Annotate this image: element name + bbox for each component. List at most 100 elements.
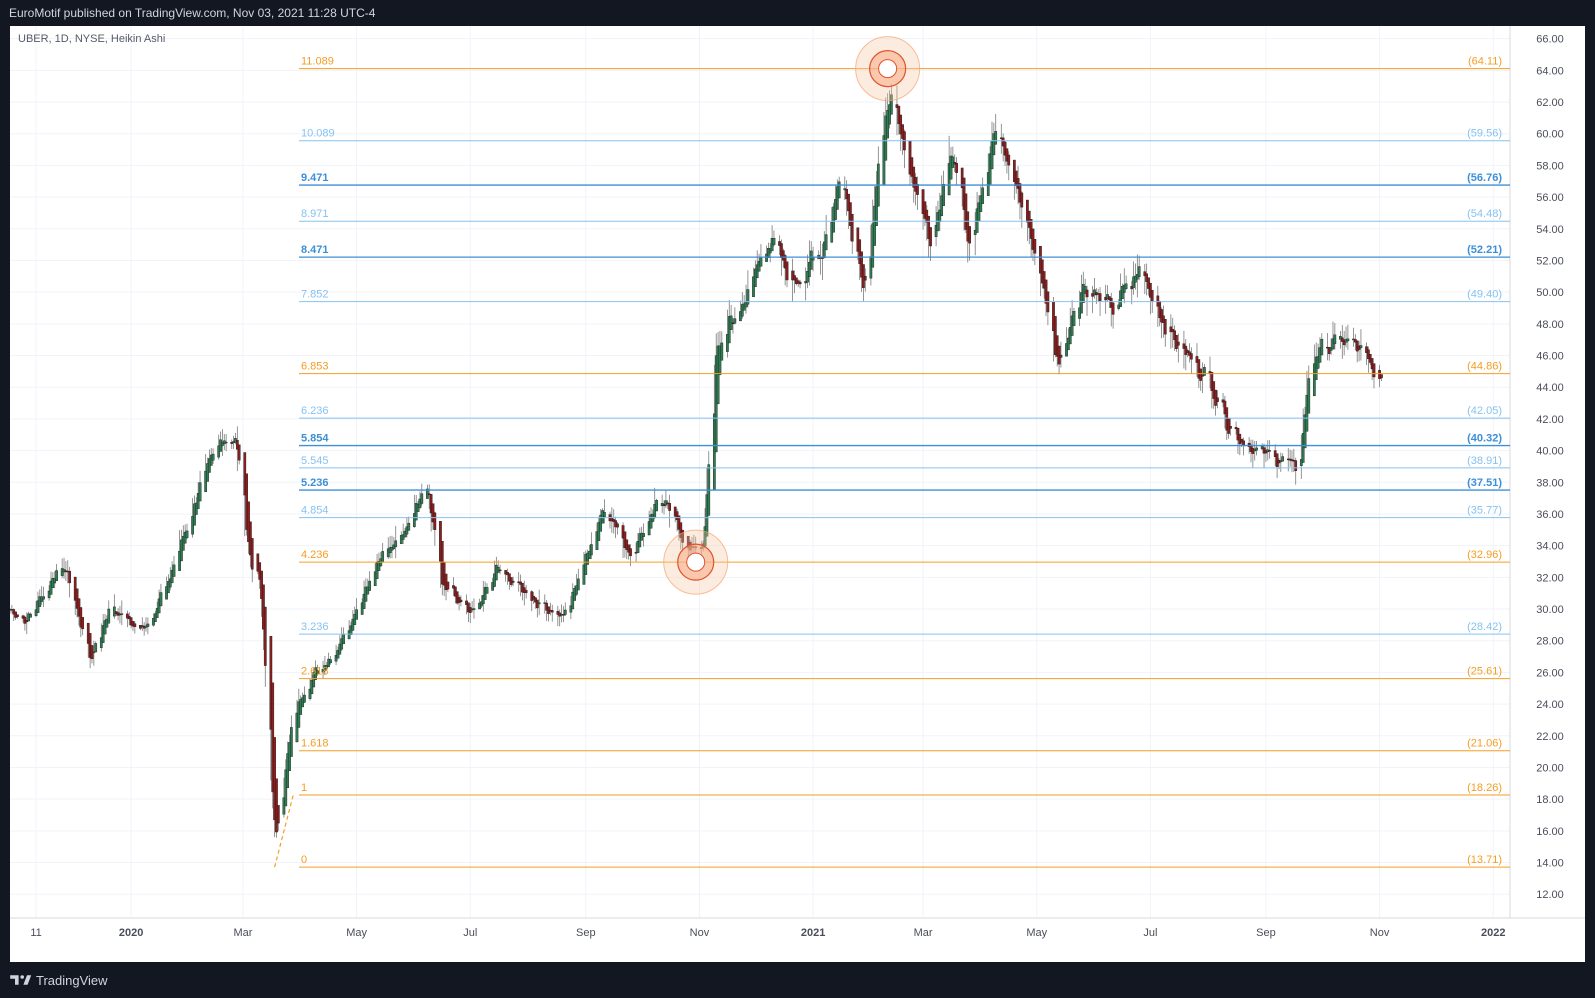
candle-body bbox=[342, 633, 345, 645]
candle-body bbox=[1268, 450, 1271, 452]
highlight-circle-center bbox=[686, 552, 706, 572]
candle-body bbox=[29, 613, 32, 618]
candle-body bbox=[1137, 266, 1141, 277]
candle-body bbox=[1203, 367, 1206, 376]
candle-body bbox=[485, 587, 489, 594]
fib-price-label: (38.91) bbox=[1467, 455, 1502, 467]
candle-body bbox=[211, 453, 215, 461]
fib-ratio-label: 11.089 bbox=[301, 56, 334, 68]
time-tick-label: Nov bbox=[690, 927, 710, 939]
candle-body bbox=[420, 493, 424, 504]
candle-body bbox=[16, 614, 19, 617]
candle-body bbox=[1372, 363, 1376, 378]
candle-body bbox=[198, 482, 202, 502]
candle-body bbox=[1111, 302, 1115, 315]
candle-body bbox=[1294, 460, 1298, 471]
time-tick-label: Mar bbox=[233, 927, 252, 939]
price-tick-label: 32.00 bbox=[1536, 572, 1564, 584]
candle-body bbox=[1059, 354, 1063, 358]
candle-body bbox=[563, 609, 567, 615]
price-chart[interactable]: 66.00 64.00 62.00 60.00 58.00 56.00 54.00 52.00… bbox=[10, 26, 1585, 962]
fib-ratio-label: 9.471 bbox=[301, 172, 329, 184]
time-tick-label: May bbox=[346, 927, 367, 939]
candle-body bbox=[1229, 426, 1232, 429]
candle-body bbox=[276, 805, 280, 824]
candle-body bbox=[1176, 341, 1180, 346]
price-tick-label: 14.00 bbox=[1536, 858, 1564, 870]
fib-price-label: (28.42) bbox=[1467, 621, 1502, 633]
fib-price-label: (52.21) bbox=[1467, 244, 1502, 256]
candle-body bbox=[1190, 353, 1193, 360]
candle-body bbox=[968, 226, 971, 244]
candle-body bbox=[1281, 456, 1285, 462]
price-tick-label: 26.00 bbox=[1536, 667, 1564, 679]
fib-price-label: (35.77) bbox=[1467, 505, 1502, 517]
time-tick-label: 2020 bbox=[119, 927, 143, 939]
time-tick-label: May bbox=[1026, 927, 1047, 939]
fib-price-label: (21.06) bbox=[1467, 738, 1502, 750]
price-tick-label: 40.00 bbox=[1536, 446, 1564, 458]
candle-body bbox=[837, 181, 841, 199]
tradingview-logo-icon bbox=[10, 975, 32, 985]
fib-price-label: (25.61) bbox=[1467, 666, 1502, 678]
price-tick-label: 54.00 bbox=[1536, 224, 1564, 236]
fib-ratio-label: 5.854 bbox=[301, 433, 329, 445]
fib-ratio-label: 2.618 bbox=[301, 666, 329, 678]
candle-body bbox=[576, 578, 580, 591]
candle-body bbox=[146, 623, 150, 627]
price-tick-label: 60.00 bbox=[1536, 129, 1564, 141]
candle-body bbox=[929, 227, 932, 247]
time-tick-label: Sep bbox=[1256, 927, 1276, 939]
candle-body bbox=[916, 184, 919, 195]
time-tick-label: Jul bbox=[463, 927, 477, 939]
candle-body bbox=[537, 602, 541, 605]
fib-price-label: (56.76) bbox=[1467, 172, 1502, 184]
price-tick-label: 28.00 bbox=[1536, 636, 1564, 648]
candle-body bbox=[824, 234, 828, 251]
candle-body bbox=[1033, 239, 1037, 254]
candle-body bbox=[368, 580, 371, 591]
candle-body bbox=[590, 544, 593, 556]
price-tick-label: 44.00 bbox=[1536, 382, 1564, 394]
fib-ratio-label: 0 bbox=[301, 854, 307, 866]
price-tick-label: 20.00 bbox=[1536, 762, 1564, 774]
candle-body bbox=[1124, 283, 1128, 289]
fib-ratio-label: 1.618 bbox=[301, 738, 329, 750]
candle-body bbox=[498, 569, 502, 572]
price-tick-label: 56.00 bbox=[1536, 192, 1564, 204]
highlight-circle-center bbox=[878, 59, 898, 79]
candle-body bbox=[681, 529, 685, 543]
candle-body bbox=[733, 318, 737, 324]
candle-body bbox=[94, 643, 98, 653]
candle-body bbox=[772, 238, 776, 245]
fib-ratio-label: 5.236 bbox=[301, 477, 329, 489]
candle-body bbox=[955, 163, 958, 173]
candle-body bbox=[303, 694, 306, 703]
chart-panel[interactable]: 66.00 64.00 62.00 60.00 58.00 56.00 54.00 52.00… bbox=[10, 26, 1585, 962]
fib-ratio-label: 6.236 bbox=[301, 405, 329, 417]
candle-body bbox=[981, 187, 985, 204]
candle-body bbox=[172, 564, 176, 577]
candle-body bbox=[290, 727, 293, 757]
candle-body bbox=[785, 261, 789, 281]
fib-price-label: (49.40) bbox=[1467, 289, 1502, 301]
fib-ratio-label: 8.471 bbox=[301, 244, 329, 256]
price-tick-label: 18.00 bbox=[1536, 794, 1564, 806]
price-tick-label: 46.00 bbox=[1536, 351, 1564, 363]
candle-body bbox=[1216, 397, 1219, 402]
time-tick-label: 11 bbox=[30, 927, 41, 939]
candle-body bbox=[1333, 334, 1337, 345]
candle-body bbox=[133, 623, 137, 627]
fib-price-label: (40.32) bbox=[1467, 433, 1502, 445]
candle-body bbox=[185, 530, 189, 538]
price-tick-label: 62.00 bbox=[1536, 97, 1564, 109]
footer-bar: TradingView bbox=[0, 962, 1595, 998]
candle-body bbox=[1346, 338, 1350, 342]
candle-body bbox=[159, 592, 163, 607]
fib-price-label: (13.71) bbox=[1467, 854, 1502, 866]
price-tick-label: 24.00 bbox=[1536, 699, 1564, 711]
candle-body bbox=[92, 651, 96, 654]
candle-body bbox=[394, 540, 398, 547]
candle-body bbox=[120, 613, 124, 615]
candle-body bbox=[994, 131, 998, 145]
